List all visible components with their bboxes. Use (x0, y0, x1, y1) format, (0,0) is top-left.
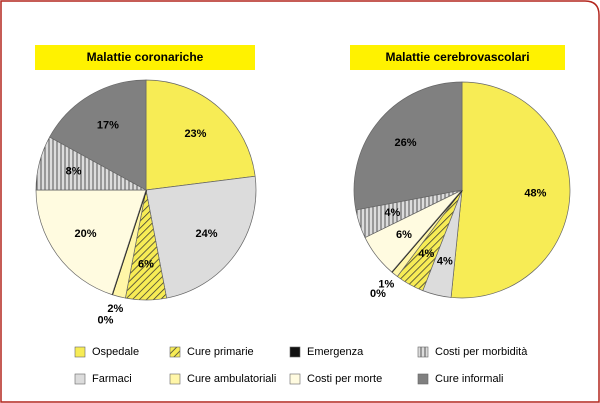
value-label: 0% (370, 288, 386, 300)
pie-slice (145, 79, 256, 191)
value-label: 1% (378, 278, 394, 290)
value-label: 8% (66, 165, 82, 177)
pie-slice (353, 81, 463, 211)
chart-title: Malattie coronariche (87, 50, 204, 64)
value-label: 24% (195, 228, 217, 240)
legend-swatch (169, 346, 181, 358)
value-label: 17% (97, 120, 119, 132)
value-label: 48% (524, 188, 546, 200)
legend-swatch (417, 346, 429, 358)
legend-label: Cure informali (435, 373, 503, 385)
value-label: 4% (437, 255, 453, 267)
legend-label: Costi per morbidità (435, 346, 528, 358)
value-label: 4% (384, 207, 400, 219)
legend-label: Cure primarie (187, 346, 254, 358)
pie-slice (145, 175, 257, 299)
legend-label: Farmaci (92, 373, 132, 385)
legend-swatch (289, 346, 301, 358)
value-label: 4% (418, 248, 434, 260)
legend-label: Cure ambulatoriali (187, 373, 276, 385)
legend-swatch (417, 373, 429, 385)
legend-swatch (289, 373, 301, 385)
value-label: 26% (394, 137, 416, 149)
value-label: 6% (396, 229, 412, 241)
value-label: 20% (74, 228, 96, 240)
value-label: 23% (184, 128, 206, 140)
value-label: 0% (98, 315, 114, 327)
legend-swatch (74, 346, 86, 358)
chart-title: Malattie cerebrovascolari (385, 50, 529, 64)
pie-slice (35, 189, 147, 296)
pie-slice (49, 79, 147, 191)
legend-label: Emergenza (307, 346, 364, 358)
title-box (35, 45, 255, 70)
title-box (350, 45, 565, 70)
value-label: 6% (138, 259, 154, 271)
legend-label: Ospedale (92, 346, 139, 358)
value-label: 2% (107, 303, 123, 315)
legend-swatch (169, 373, 181, 385)
legend-label: Costi per morte (307, 373, 382, 385)
pie-slice (450, 81, 571, 299)
legend-swatch (74, 373, 86, 385)
